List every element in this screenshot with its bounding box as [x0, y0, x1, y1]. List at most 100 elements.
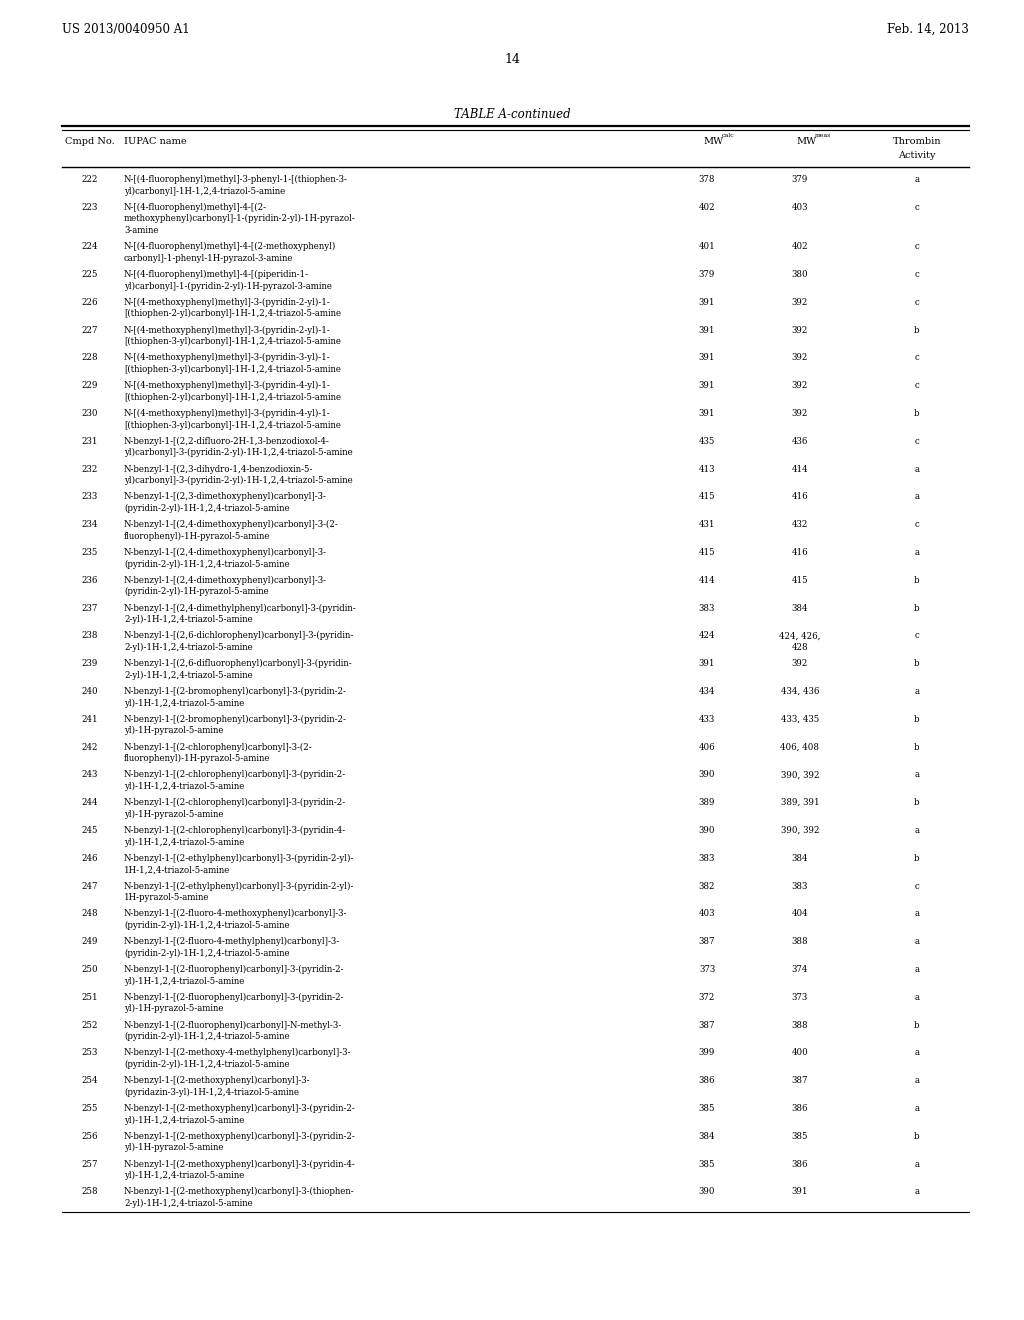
- Text: 257: 257: [82, 1159, 98, 1168]
- Text: yl)-1H-1,2,4-triazol-5-amine: yl)-1H-1,2,4-triazol-5-amine: [124, 837, 245, 846]
- Text: US 2013/0040950 A1: US 2013/0040950 A1: [62, 22, 189, 36]
- Text: N-benzyl-1-[(2-methoxy-4-methylphenyl)carbonyl]-3-: N-benzyl-1-[(2-methoxy-4-methylphenyl)ca…: [124, 1048, 351, 1057]
- Text: N-benzyl-1-[(2-methoxyphenyl)carbonyl]-3-(thiophen-: N-benzyl-1-[(2-methoxyphenyl)carbonyl]-3…: [124, 1187, 354, 1196]
- Text: N-benzyl-1-[(2,6-dichlorophenyl)carbonyl]-3-(pyridin-: N-benzyl-1-[(2,6-dichlorophenyl)carbonyl…: [124, 631, 354, 640]
- Text: N-benzyl-1-[(2-methoxyphenyl)carbonyl]-3-(pyridin-2-: N-benzyl-1-[(2-methoxyphenyl)carbonyl]-3…: [124, 1104, 355, 1113]
- Text: 236: 236: [82, 576, 98, 585]
- Text: 226: 226: [82, 298, 98, 306]
- Text: yl)-1H-1,2,4-triazol-5-amine: yl)-1H-1,2,4-triazol-5-amine: [124, 698, 245, 708]
- Text: 372: 372: [698, 993, 715, 1002]
- Text: yl)carbonyl]-1-(pyridin-2-yl)-1H-pyrazol-3-amine: yl)carbonyl]-1-(pyridin-2-yl)-1H-pyrazol…: [124, 281, 332, 290]
- Text: 256: 256: [82, 1131, 98, 1140]
- Text: a: a: [914, 1076, 920, 1085]
- Text: b: b: [914, 659, 920, 668]
- Text: 385: 385: [792, 1131, 808, 1140]
- Text: 392: 392: [792, 354, 808, 362]
- Text: 384: 384: [792, 854, 808, 863]
- Text: N-[(4-fluorophenyl)methyl]-4-[(piperidin-1-: N-[(4-fluorophenyl)methyl]-4-[(piperidin…: [124, 269, 309, 279]
- Text: 252: 252: [82, 1020, 98, 1030]
- Text: 239: 239: [82, 659, 98, 668]
- Text: c: c: [914, 203, 920, 211]
- Text: a: a: [914, 465, 920, 474]
- Text: c: c: [914, 520, 920, 529]
- Text: 249: 249: [82, 937, 98, 946]
- Text: 424, 426,: 424, 426,: [779, 631, 821, 640]
- Text: a: a: [914, 993, 920, 1002]
- Text: 379: 379: [792, 176, 808, 183]
- Text: 390: 390: [698, 826, 715, 836]
- Text: N-benzyl-1-[(2-chlorophenyl)carbonyl]-3-(pyridin-4-: N-benzyl-1-[(2-chlorophenyl)carbonyl]-3-…: [124, 826, 346, 836]
- Text: 403: 403: [698, 909, 715, 919]
- Text: 414: 414: [698, 576, 716, 585]
- Text: yl)carbonyl]-1H-1,2,4-triazol-5-amine: yl)carbonyl]-1H-1,2,4-triazol-5-amine: [124, 186, 286, 195]
- Text: N-benzyl-1-[(2-methoxyphenyl)carbonyl]-3-(pyridin-4-: N-benzyl-1-[(2-methoxyphenyl)carbonyl]-3…: [124, 1159, 355, 1168]
- Text: a: a: [914, 771, 920, 779]
- Text: 415: 415: [698, 492, 716, 502]
- Text: MW: MW: [703, 136, 723, 145]
- Text: N-[(4-methoxyphenyl)methyl]-3-(pyridin-2-yl)-1-: N-[(4-methoxyphenyl)methyl]-3-(pyridin-2…: [124, 298, 331, 306]
- Text: 383: 383: [698, 603, 715, 612]
- Text: 390, 392: 390, 392: [780, 771, 819, 779]
- Text: c: c: [914, 381, 920, 391]
- Text: 384: 384: [698, 1131, 715, 1140]
- Text: 242: 242: [82, 743, 98, 751]
- Text: 243: 243: [82, 771, 98, 779]
- Text: b: b: [914, 409, 920, 418]
- Text: 2-yl)-1H-1,2,4-triazol-5-amine: 2-yl)-1H-1,2,4-triazol-5-amine: [124, 643, 253, 652]
- Text: 415: 415: [698, 548, 716, 557]
- Text: carbonyl]-1-phenyl-1H-pyrazol-3-amine: carbonyl]-1-phenyl-1H-pyrazol-3-amine: [124, 253, 294, 263]
- Text: 248: 248: [82, 909, 98, 919]
- Text: 254: 254: [82, 1076, 98, 1085]
- Text: 413: 413: [698, 465, 715, 474]
- Text: 253: 253: [82, 1048, 98, 1057]
- Text: 379: 379: [698, 269, 715, 279]
- Text: 402: 402: [792, 242, 808, 251]
- Text: N-benzyl-1-[(2,3-dimethoxyphenyl)carbonyl]-3-: N-benzyl-1-[(2,3-dimethoxyphenyl)carbony…: [124, 492, 327, 502]
- Text: (pyridin-2-yl)-1H-1,2,4-triazol-5-amine: (pyridin-2-yl)-1H-1,2,4-triazol-5-amine: [124, 560, 290, 569]
- Text: yl)-1H-pyrazol-5-amine: yl)-1H-pyrazol-5-amine: [124, 726, 223, 735]
- Text: 228: 228: [82, 354, 98, 362]
- Text: N-benzyl-1-[(2-chlorophenyl)carbonyl]-3-(2-: N-benzyl-1-[(2-chlorophenyl)carbonyl]-3-…: [124, 743, 312, 751]
- Text: b: b: [914, 743, 920, 751]
- Text: b: b: [914, 1131, 920, 1140]
- Text: 400: 400: [792, 1048, 808, 1057]
- Text: 406, 408: 406, 408: [780, 743, 819, 751]
- Text: 237: 237: [82, 603, 98, 612]
- Text: 255: 255: [82, 1104, 98, 1113]
- Text: (pyridazin-3-yl)-1H-1,2,4-triazol-5-amine: (pyridazin-3-yl)-1H-1,2,4-triazol-5-amin…: [124, 1088, 299, 1097]
- Text: 385: 385: [698, 1159, 715, 1168]
- Text: b: b: [914, 576, 920, 585]
- Text: 231: 231: [82, 437, 98, 446]
- Text: a: a: [914, 1104, 920, 1113]
- Text: 390, 392: 390, 392: [780, 826, 819, 836]
- Text: 388: 388: [792, 1020, 808, 1030]
- Text: N-benzyl-1-[(2-fluorophenyl)carbonyl]-3-(pyridin-2-: N-benzyl-1-[(2-fluorophenyl)carbonyl]-3-…: [124, 965, 344, 974]
- Text: [(thiophen-3-yl)carbonyl]-1H-1,2,4-triazol-5-amine: [(thiophen-3-yl)carbonyl]-1H-1,2,4-triaz…: [124, 337, 341, 346]
- Text: N-[(4-methoxyphenyl)methyl]-3-(pyridin-3-yl)-1-: N-[(4-methoxyphenyl)methyl]-3-(pyridin-3…: [124, 354, 331, 363]
- Text: c: c: [914, 631, 920, 640]
- Text: methoxyphenyl)carbonyl]-1-(pyridin-2-yl)-1H-pyrazol-: methoxyphenyl)carbonyl]-1-(pyridin-2-yl)…: [124, 214, 355, 223]
- Text: [(thiophen-3-yl)carbonyl]-1H-1,2,4-triazol-5-amine: [(thiophen-3-yl)carbonyl]-1H-1,2,4-triaz…: [124, 364, 341, 374]
- Text: 385: 385: [698, 1104, 715, 1113]
- Text: N-benzyl-1-[(2,4-dimethylphenyl)carbonyl]-3-(pyridin-: N-benzyl-1-[(2,4-dimethylphenyl)carbonyl…: [124, 603, 356, 612]
- Text: N-[(4-methoxyphenyl)methyl]-3-(pyridin-4-yl)-1-: N-[(4-methoxyphenyl)methyl]-3-(pyridin-4…: [124, 381, 331, 391]
- Text: 14: 14: [504, 53, 520, 66]
- Text: N-benzyl-1-[(2-ethylphenyl)carbonyl]-3-(pyridin-2-yl)-: N-benzyl-1-[(2-ethylphenyl)carbonyl]-3-(…: [124, 854, 354, 863]
- Text: N-benzyl-1-[(2,4-dimethoxyphenyl)carbonyl]-3-: N-benzyl-1-[(2,4-dimethoxyphenyl)carbony…: [124, 548, 327, 557]
- Text: a: a: [914, 176, 920, 183]
- Text: 2-yl)-1H-1,2,4-triazol-5-amine: 2-yl)-1H-1,2,4-triazol-5-amine: [124, 615, 253, 624]
- Text: 389, 391: 389, 391: [780, 799, 819, 807]
- Text: [(thiophen-3-yl)carbonyl]-1H-1,2,4-triazol-5-amine: [(thiophen-3-yl)carbonyl]-1H-1,2,4-triaz…: [124, 420, 341, 429]
- Text: 435: 435: [698, 437, 715, 446]
- Text: c: c: [914, 354, 920, 362]
- Text: 373: 373: [792, 993, 808, 1002]
- Text: 428: 428: [792, 643, 808, 652]
- Text: 392: 392: [792, 409, 808, 418]
- Text: 383: 383: [792, 882, 808, 891]
- Text: 227: 227: [82, 326, 98, 334]
- Text: Thrombin: Thrombin: [893, 136, 941, 145]
- Text: 224: 224: [82, 242, 98, 251]
- Text: 233: 233: [82, 492, 98, 502]
- Text: N-benzyl-1-[(2-ethylphenyl)carbonyl]-3-(pyridin-2-yl)-: N-benzyl-1-[(2-ethylphenyl)carbonyl]-3-(…: [124, 882, 354, 891]
- Text: 387: 387: [698, 1020, 715, 1030]
